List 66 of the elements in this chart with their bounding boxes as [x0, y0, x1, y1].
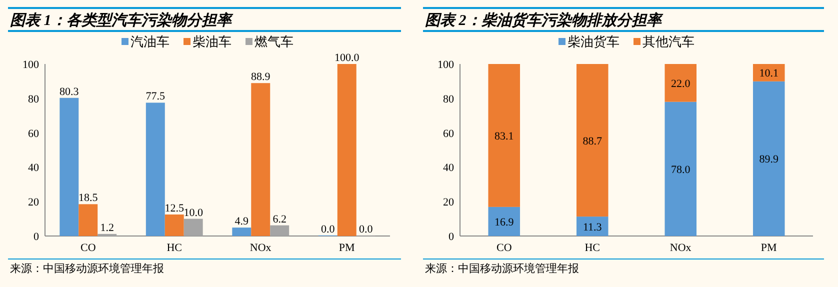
data-label: 78.0 [671, 164, 691, 176]
legend-label: 其他汽车 [642, 34, 694, 49]
y-tick-label: 60 [443, 128, 454, 140]
bar [232, 228, 252, 236]
source-note: 来源：中国移动源环境管理年报 [425, 262, 579, 275]
x-tick-label: PM [760, 242, 778, 254]
bar [78, 204, 98, 236]
data-label: 88.9 [251, 71, 271, 84]
bar [752, 81, 785, 236]
bar [60, 98, 79, 236]
x-tick-label: HC [166, 242, 182, 254]
legend-label: 燃气车 [254, 34, 294, 49]
chart-title: 图表 1：各类型汽车污染物分担率 [10, 11, 234, 29]
data-label: 12.5 [164, 202, 184, 214]
data-label: 22.0 [671, 78, 691, 90]
chart-title: 图表 2：柴油货车污染物排放分担率 [425, 11, 664, 29]
bar [488, 64, 520, 207]
y-tick-label: 0 [34, 231, 40, 243]
data-label: 77.5 [146, 90, 166, 103]
y-tick-label: 80 [28, 93, 40, 106]
bar [664, 64, 697, 102]
x-tick-label: NOx [670, 242, 692, 254]
source-note: 来源：中国移动源环境管理年报 [10, 262, 164, 275]
bar [576, 64, 608, 217]
bar [337, 64, 356, 236]
data-label: 16.9 [494, 216, 514, 228]
legend-label: 汽油车 [130, 34, 170, 49]
x-tick-label: CO [496, 242, 512, 254]
y-tick-label: 40 [443, 162, 454, 174]
bar [488, 206, 520, 236]
bar [270, 225, 290, 236]
x-tick-label: CO [80, 242, 96, 254]
data-label: 10.1 [759, 68, 778, 80]
data-label: 88.7 [582, 135, 602, 148]
y-tick-label: 40 [28, 162, 40, 174]
bar [184, 218, 203, 236]
y-tick-label: 0 [448, 231, 454, 243]
data-label: 100.0 [334, 52, 360, 64]
bar [146, 102, 165, 236]
bar [664, 102, 697, 236]
data-label: 0.0 [321, 223, 336, 236]
data-label: 0.0 [358, 223, 374, 236]
y-tick-label: 20 [28, 196, 40, 209]
legend-label: 柴油货车 [568, 34, 620, 49]
data-label: 1.2 [100, 222, 114, 234]
data-label: 18.5 [78, 192, 98, 204]
x-tick-label: PM [338, 242, 356, 254]
bar [164, 214, 184, 236]
data-label: 11.3 [582, 221, 602, 234]
data-label: 89.9 [759, 154, 779, 166]
bar [576, 216, 608, 236]
data-label: 4.9 [234, 216, 250, 228]
data-label: 83.1 [494, 130, 514, 142]
bar [752, 64, 785, 82]
y-tick-label: 100 [438, 59, 454, 71]
x-tick-label: NOx [250, 242, 272, 254]
bar [251, 83, 270, 236]
y-tick-label: 100 [22, 59, 40, 71]
y-tick-label: 60 [28, 128, 40, 140]
y-tick-label: 20 [443, 196, 454, 209]
data-label: 80.3 [60, 86, 80, 98]
y-tick-label: 80 [443, 93, 454, 106]
x-tick-label: HC [584, 242, 600, 254]
data-label: 6.2 [272, 213, 286, 226]
data-label: 10.0 [184, 206, 204, 219]
legend-label: 柴油车 [192, 34, 232, 49]
